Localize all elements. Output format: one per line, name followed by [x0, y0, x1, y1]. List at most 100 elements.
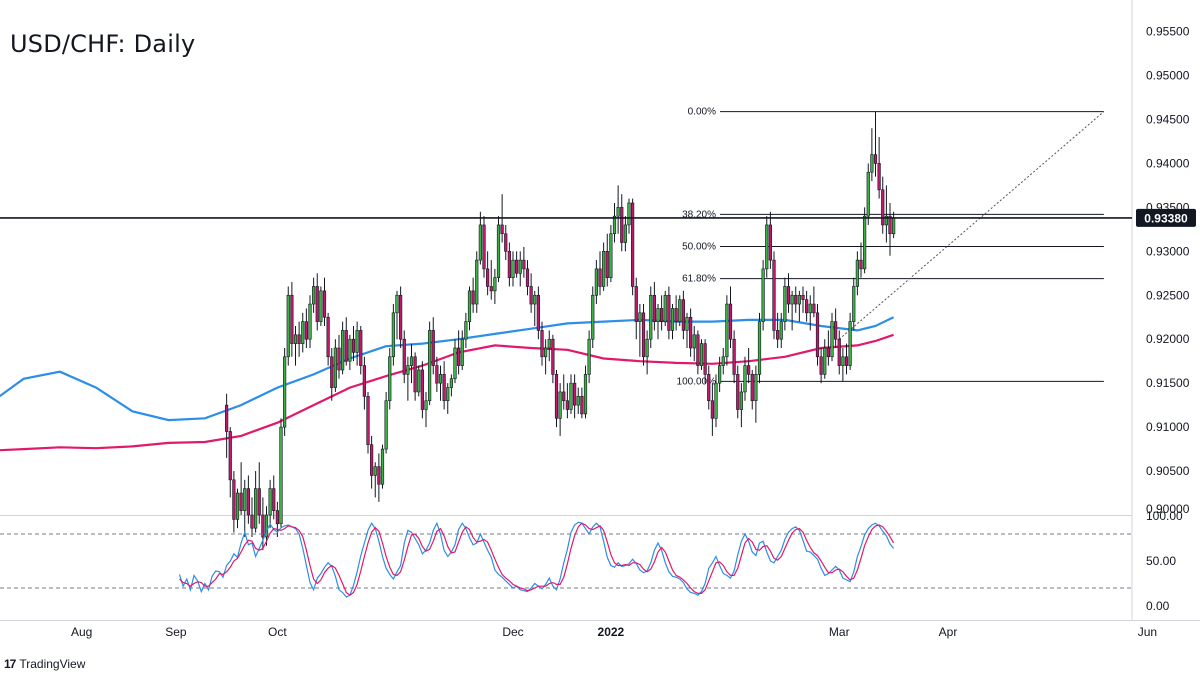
stochastic-oscillator [0, 521, 1132, 598]
candle-body [609, 233, 613, 278]
candle [612, 202, 617, 243]
candle [689, 308, 693, 357]
candle [841, 348, 845, 382]
candle [602, 242, 606, 291]
candle [536, 286, 540, 340]
candle-body [892, 217, 896, 235]
candle-body [254, 488, 258, 529]
candle [496, 216, 501, 283]
fib-level-label: 38.20% [682, 209, 716, 220]
candle [573, 374, 577, 419]
candle-body [844, 356, 849, 366]
candle-body [718, 365, 722, 384]
candle [797, 290, 801, 322]
tradingview-logo: 17 TradingView [4, 657, 85, 671]
candle-body [301, 321, 305, 344]
candle [710, 383, 714, 436]
time-tick-label: Dec [502, 625, 523, 639]
tradingview-icon: 17 [4, 657, 16, 671]
candle [337, 334, 341, 379]
candle-body [645, 338, 649, 358]
candle-body [554, 374, 559, 419]
candle [413, 352, 417, 401]
candle [790, 290, 794, 331]
candle-body [283, 356, 287, 428]
price-tick-label: 0.90500 [1146, 464, 1190, 478]
candle [866, 163, 870, 225]
candle [493, 268, 497, 305]
candle-body [576, 396, 580, 406]
candle [826, 330, 830, 366]
candle [591, 286, 595, 348]
candle [667, 286, 671, 340]
candle [290, 282, 294, 357]
candle [391, 304, 395, 366]
candle-body [692, 334, 696, 349]
candle-body [486, 268, 490, 287]
candle-body [453, 347, 457, 380]
candle [819, 348, 823, 384]
candle [460, 330, 464, 370]
candle-body [656, 308, 660, 322]
candle-body [790, 294, 794, 305]
candle-body [370, 444, 374, 476]
candle [805, 290, 809, 322]
candle [576, 387, 580, 414]
candle [533, 290, 537, 327]
candle [598, 251, 602, 296]
candle-body [435, 365, 439, 384]
candle [551, 334, 555, 384]
candle-body [707, 374, 711, 402]
candle-body [848, 321, 852, 366]
candle [293, 326, 298, 366]
price-tick-label: 0.91500 [1146, 376, 1190, 390]
candle [482, 216, 486, 278]
candle-body [772, 259, 776, 331]
candle-body [232, 479, 236, 520]
candle [594, 260, 598, 305]
candle-body [388, 356, 392, 402]
candle [304, 308, 308, 348]
candle-body [863, 215, 867, 270]
candle-body [714, 382, 718, 419]
candle [707, 365, 711, 410]
candle-body [823, 347, 827, 375]
candle [743, 356, 747, 401]
candle [558, 383, 562, 436]
candle-body [395, 294, 399, 314]
candle-body [366, 396, 370, 445]
candle-body [612, 215, 617, 235]
candle [257, 462, 261, 524]
candle [540, 321, 544, 366]
candle [834, 308, 838, 348]
candle [330, 348, 334, 401]
time-tick-label: Jun [1138, 625, 1157, 639]
candle-body [573, 382, 577, 406]
candle-body [344, 330, 348, 362]
candle-body [467, 290, 472, 322]
candle-body [884, 215, 888, 226]
candle [583, 365, 588, 419]
candle-body [794, 294, 798, 305]
time-tick-label: Aug [71, 625, 92, 639]
candle-body [290, 294, 294, 344]
candle [609, 224, 613, 283]
candle [279, 418, 283, 529]
candle-body [583, 374, 588, 415]
candle [768, 211, 772, 269]
candle [823, 339, 827, 379]
price-tick-label: 0.92000 [1146, 332, 1190, 346]
candle-body [337, 347, 341, 371]
candle-body [877, 163, 881, 191]
candle-body [235, 492, 240, 520]
candle-body [696, 334, 700, 366]
candle-body [326, 316, 330, 358]
candle-body [866, 171, 870, 217]
candle-body [471, 290, 475, 305]
time-tick-label: Sep [165, 625, 187, 639]
candle [525, 260, 530, 296]
candle [580, 387, 584, 419]
candle-body [797, 294, 801, 305]
candle-body [504, 233, 508, 252]
